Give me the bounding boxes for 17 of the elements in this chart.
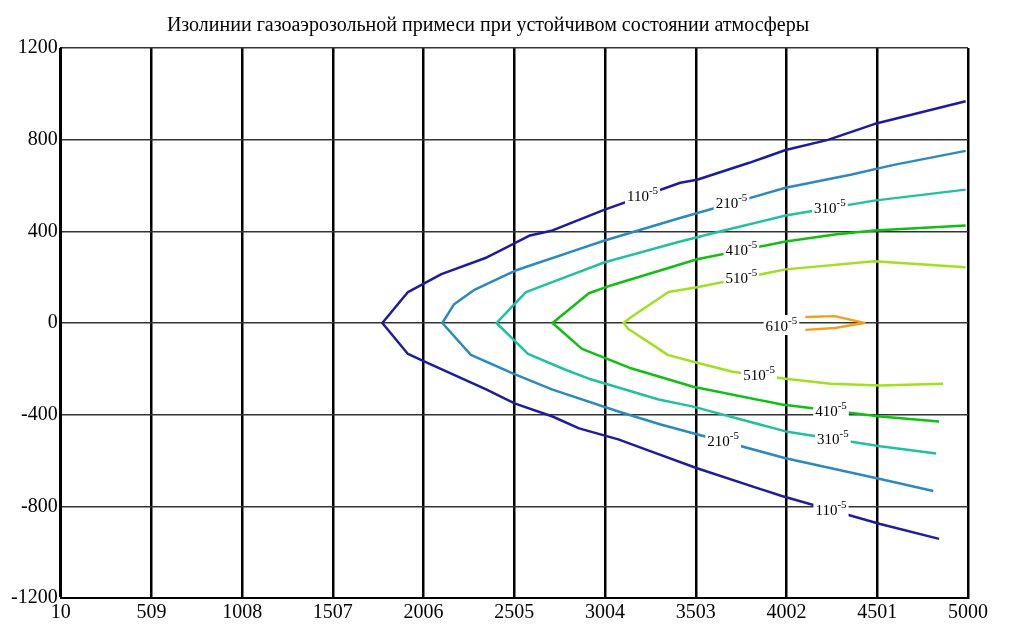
x-tick-label: 1507 [312, 600, 353, 623]
x-tick-label: 3004 [585, 600, 626, 623]
y-tick-label: 1200 [17, 35, 58, 58]
x-tick-label: 2505 [494, 600, 535, 623]
y-tick-label: 800 [27, 126, 58, 149]
x-tick-label: 3503 [675, 600, 716, 623]
x-tick-label: 2006 [403, 600, 444, 623]
y-tick-label: 400 [27, 218, 58, 241]
x-tick-label: 4501 [857, 600, 898, 623]
y-tick-label: -400 [20, 401, 58, 424]
x-tick-label: 509 [136, 600, 167, 623]
x-tick-label: 4002 [766, 600, 807, 623]
y-tick-label: 0 [47, 310, 58, 333]
x-tick-label: 5000 [948, 600, 988, 623]
chart-title: Изолинии газоаэрозольной примеси при устойчивом состоянии атмосферы [166, 13, 810, 37]
x-tick-label: 1008 [222, 600, 263, 623]
y-tick-label: -800 [20, 493, 58, 516]
